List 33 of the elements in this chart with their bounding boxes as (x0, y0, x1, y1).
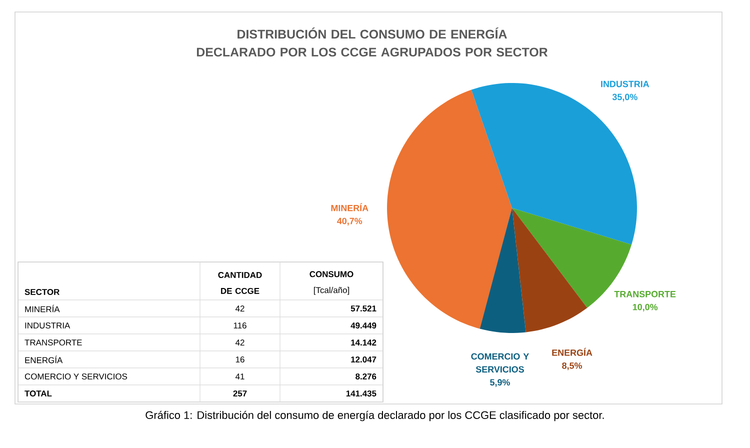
data-label: 35,0% (612, 94, 638, 102)
slice-label: ENERGÍA (552, 348, 592, 356)
category-label: COMERCIO Y SERVICIOS (24, 373, 128, 380)
slice-label: INDUSTRIA (601, 80, 650, 88)
category-label: ENERGÍA (25, 356, 63, 364)
slice-label: MINERÍA (331, 203, 368, 212)
data-label: 257 (233, 390, 247, 396)
data-label: 40,7% (337, 218, 362, 226)
text: CANTIDAD DE CCGE (218, 272, 262, 294)
category-label: MINERÍA (25, 304, 60, 312)
data-label: 12.047 (351, 356, 376, 362)
data-label: 14.142 (351, 340, 376, 346)
data-label: 8.276 (356, 373, 376, 380)
text: Gráfico 1: Distribución del consumo de energía declarado por los CCGE clasificado por sector. (146, 410, 604, 422)
data-label: 116 (234, 322, 246, 328)
data-label: 5,9% (490, 379, 510, 387)
slice-label: TRANSPORTE (614, 290, 676, 298)
data-label: 10,0% (632, 304, 658, 312)
data-label: 141.435 (346, 390, 376, 396)
data-label: 42 (235, 340, 244, 346)
slice-label: COMERCIO Y SERVICIOS (471, 353, 529, 373)
data-label: 49.449 (350, 322, 376, 328)
chart-title: DISTRIBUCIÓN DEL CONSUMO DE ENERGÍA DECLARADO POR LOS CCGE AGRUPADOS POR SECTOR (196, 27, 548, 57)
text: SECTOR (24, 288, 60, 295)
data-label: 42 (235, 306, 244, 312)
data-label: 57.521 (350, 305, 376, 312)
category-label: TOTAL (24, 390, 52, 396)
text: CONSUMO [Tcal/año] (310, 271, 354, 295)
category-label: TRANSPORTE (24, 339, 82, 346)
data-label: 8,5% (562, 362, 582, 370)
category-label: INDUSTRIA (25, 322, 70, 328)
data-label: 41 (235, 374, 244, 380)
data-label: 16 (236, 356, 244, 362)
